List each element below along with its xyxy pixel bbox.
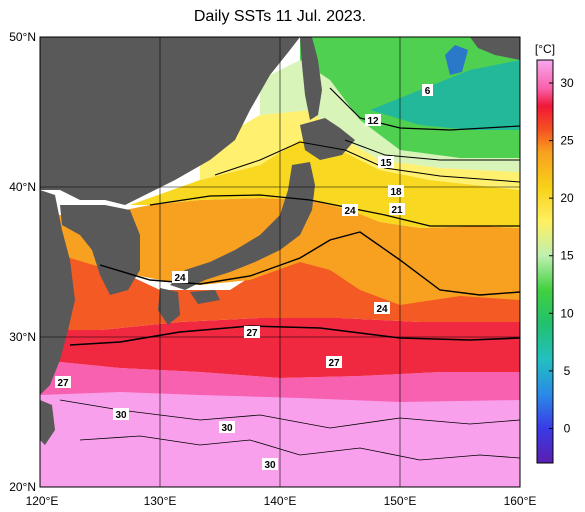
contour-label-24a: 24 <box>342 204 358 217</box>
contour-27 <box>69 325 520 346</box>
colorbar-tick-label: 5 <box>564 364 571 378</box>
colorbar-tick-label: 20 <box>560 191 574 205</box>
land-kamchatka <box>470 37 520 60</box>
land-shikoku <box>190 290 220 304</box>
land-sakhalin <box>300 37 322 120</box>
contour-label-27a: 27 <box>244 326 260 339</box>
colorbar-gradient <box>536 59 554 464</box>
svg-text:30: 30 <box>264 460 276 471</box>
colorbar-unit: [°C] <box>535 42 555 56</box>
contour-label-27b: 27 <box>326 356 342 369</box>
svg-text:15: 15 <box>380 158 392 169</box>
contour-label-30b: 30 <box>219 421 235 434</box>
contour-labels: 6 12 15 18 21 24 24 24 <box>55 84 433 471</box>
svg-text:27: 27 <box>246 328 258 339</box>
contour-label-27c: 27 <box>55 376 71 389</box>
contour-label-30c: 30 <box>262 458 278 471</box>
lon-tick-150: 150°E <box>384 494 417 508</box>
graticule <box>40 37 520 487</box>
contour-label-15: 15 <box>378 156 394 169</box>
lat-tick-30: 30°N <box>9 330 36 344</box>
lon-axis: 120°E 130°E 140°E 150°E 160°E <box>26 494 537 508</box>
lon-tick-120: 120°E <box>26 494 59 508</box>
colorbar-ticks: 0 5 10 15 20 25 30 <box>549 76 574 435</box>
lon-tick-140: 140°E <box>264 494 297 508</box>
contour-30 <box>59 399 520 429</box>
svg-text:6: 6 <box>425 86 431 97</box>
colorbar-tick-label: 25 <box>560 134 574 148</box>
colorbar-tick-label: 30 <box>560 76 574 90</box>
map-title: Daily SSTs 11 Jul. 2023. <box>193 8 367 25</box>
contour-18 <box>214 141 520 183</box>
sst-band-15 <box>260 60 520 172</box>
land-asia-north <box>40 37 300 205</box>
svg-text:21: 21 <box>391 205 403 216</box>
contour-label-6: 6 <box>422 84 433 97</box>
contour-label-18: 18 <box>388 185 404 198</box>
colorbar-tick-label: 10 <box>560 306 574 320</box>
sst-cold-core <box>445 45 468 75</box>
colorbar: [°C] 0 5 10 15 20 25 30 <box>535 42 574 464</box>
sst-band-21 <box>130 140 520 228</box>
land-china-coast <box>40 190 75 395</box>
svg-text:24: 24 <box>344 206 356 217</box>
svg-text:27: 27 <box>57 378 69 389</box>
svg-text:30: 30 <box>115 410 127 421</box>
lon-tick-160: 160°E <box>504 494 537 508</box>
land-korea <box>60 205 140 295</box>
svg-text:27: 27 <box>328 358 340 369</box>
contour-label-30a: 30 <box>113 408 129 421</box>
contour-label-12: 12 <box>365 114 381 127</box>
lon-tick-130: 130°E <box>144 494 177 508</box>
svg-text:24: 24 <box>174 273 186 284</box>
svg-text:12: 12 <box>367 116 379 127</box>
land-taiwan <box>40 400 55 445</box>
land-kyushu <box>158 288 180 325</box>
contour-label-24b: 24 <box>172 271 188 284</box>
lat-axis: 50°N 40°N 30°N 20°N <box>9 30 36 494</box>
lat-tick-50: 50°N <box>9 30 36 44</box>
svg-text:18: 18 <box>390 187 402 198</box>
colorbar-tick-label: 15 <box>560 249 574 263</box>
contour-15 <box>344 139 520 161</box>
contour-label-24c: 24 <box>374 302 390 315</box>
lat-tick-20: 20°N <box>9 480 36 494</box>
svg-text:30: 30 <box>221 423 233 434</box>
contour-label-21: 21 <box>389 203 405 216</box>
map-frame <box>39 36 521 488</box>
lat-tick-40: 40°N <box>9 180 36 194</box>
sst-band-cold <box>370 60 520 130</box>
colorbar-tick-label: 0 <box>564 421 571 435</box>
map-area <box>40 37 520 487</box>
svg-text:24: 24 <box>376 304 388 315</box>
